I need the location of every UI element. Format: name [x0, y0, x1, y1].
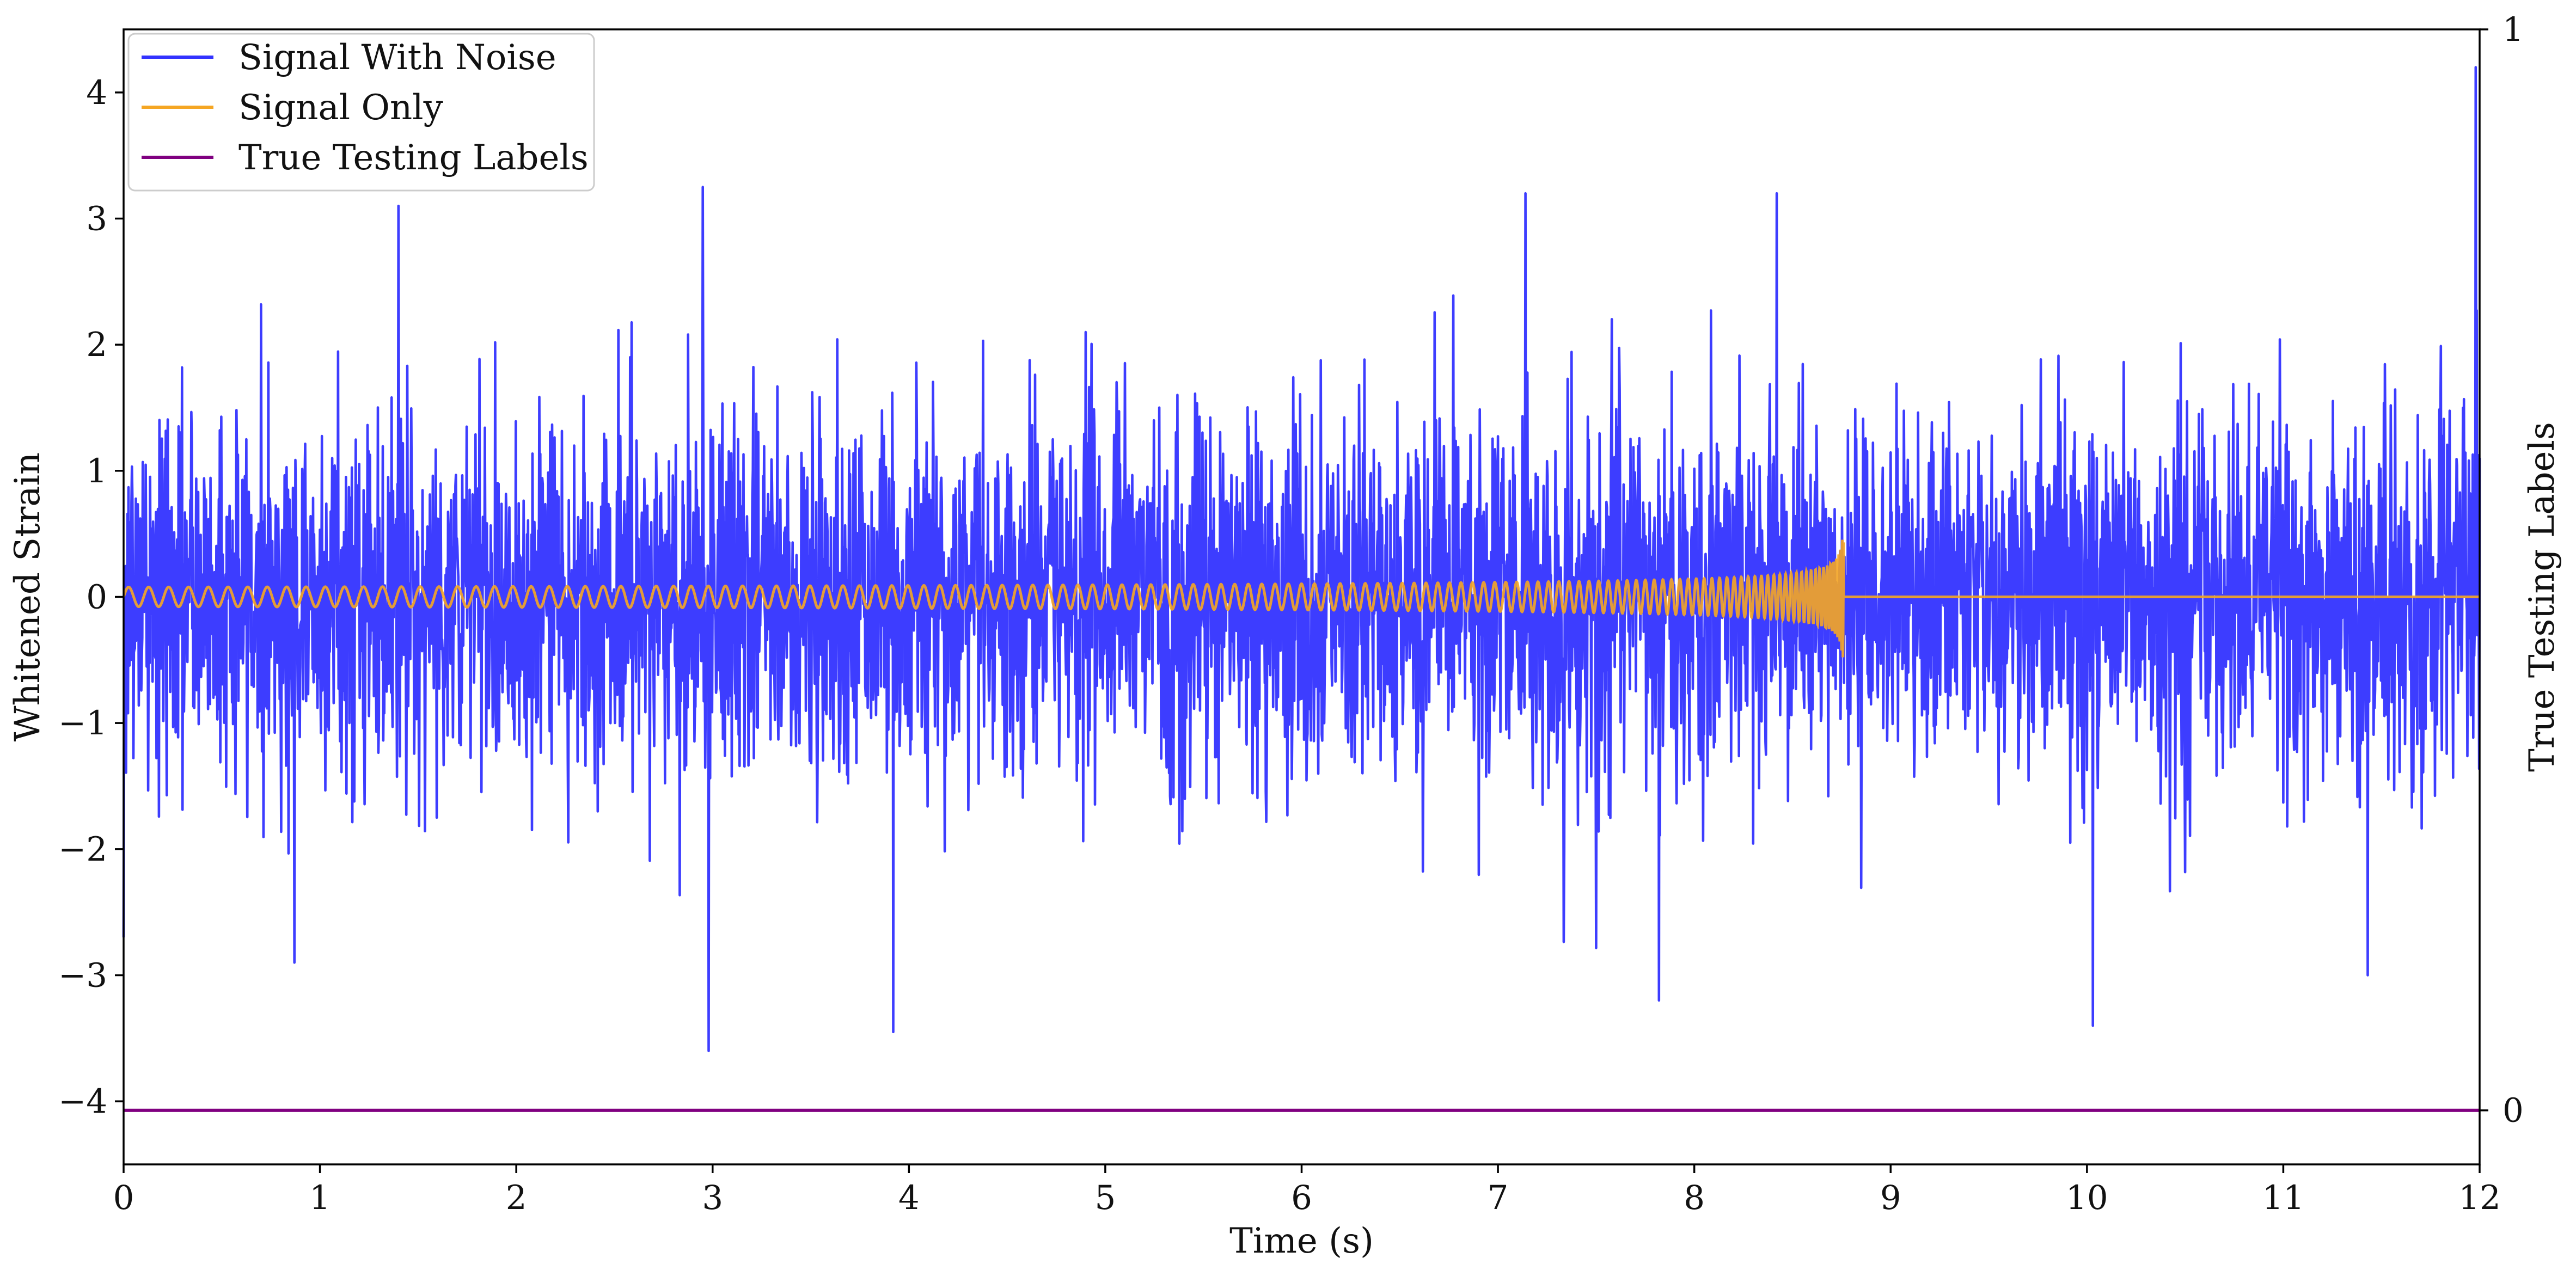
x-tick-label: 6	[1291, 1179, 1312, 1217]
x-axis-label: Time (s)	[1229, 1221, 1374, 1261]
x-tick-label: 1	[309, 1179, 331, 1217]
legend: Signal With Noise Signal Only True Testi…	[127, 33, 595, 192]
x-tick-label: 9	[1880, 1179, 1901, 1217]
y-tick-label: 1	[86, 452, 107, 490]
series-signal-with-noise	[122, 66, 2481, 1052]
legend-label-signal-with-noise: Signal With Noise	[238, 38, 556, 78]
plot-area	[122, 66, 2481, 1112]
x-tick-label: 8	[1684, 1179, 1705, 1217]
y-tick-label: 3	[86, 200, 107, 238]
y-right-tick-label: 1	[2502, 10, 2524, 49]
y-axis-label: Whitened Strain	[8, 452, 48, 741]
x-tick-label: 3	[702, 1179, 723, 1217]
legend-box	[127, 33, 595, 192]
y-tick-label: −4	[58, 1082, 107, 1121]
x-tick-label: 4	[898, 1179, 920, 1217]
y-tick-label: 0	[86, 578, 107, 617]
y-tick-label: 4	[86, 73, 107, 112]
x-axis-ticks: 0 1 2 3 4 5 6 7 8 9 10 11 12	[113, 1164, 2501, 1217]
legend-label-signal-only: Signal Only	[238, 88, 443, 128]
legend-label-true-testing-labels: True Testing Labels	[238, 138, 589, 178]
x-tick-label: 2	[506, 1179, 527, 1217]
y-tick-label: 2	[86, 326, 107, 364]
x-tick-label: 5	[1095, 1179, 1116, 1217]
y-tick-label: −2	[58, 830, 107, 869]
y-tick-label: −1	[58, 704, 107, 743]
series-line-signal-with-noise	[122, 66, 2481, 1052]
y-tick-label: −3	[58, 956, 107, 995]
x-tick-label: 11	[2262, 1179, 2305, 1217]
x-tick-label: 7	[1488, 1179, 1509, 1217]
series-signal-only	[122, 539, 2480, 658]
x-tick-label: 0	[113, 1179, 134, 1217]
x-tick-label: 12	[2458, 1179, 2501, 1217]
y-right-tick-label: 0	[2502, 1091, 2524, 1130]
y-right-axis-label: True Testing Labels	[2522, 422, 2562, 772]
y-axis-ticks: −4 −3 −2 −1 0 1 2 3 4	[58, 73, 124, 1121]
series-line-signal-only	[122, 539, 2480, 658]
x-tick-label: 10	[2066, 1179, 2108, 1217]
y-right-axis-ticks: 01	[2480, 10, 2524, 1130]
